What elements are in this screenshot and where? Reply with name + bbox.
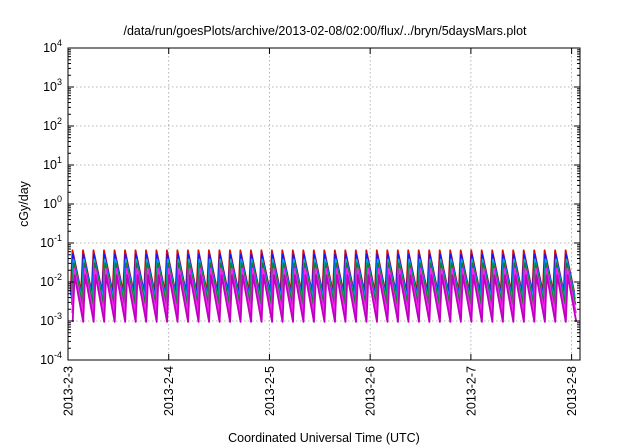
y-tick-label: 103: [43, 77, 62, 94]
x-tick-label: 2013-2-7: [464, 366, 478, 416]
x-tick-label: 2013-2-4: [162, 366, 176, 416]
y-tick-label: 10-3: [40, 311, 62, 328]
y-tick-label: 102: [43, 116, 62, 133]
x-tick-label: 2013-2-6: [364, 366, 378, 416]
y-tick-label: 100: [43, 194, 62, 211]
y-tick-label: 10-1: [40, 233, 62, 250]
chart-title: /data/run/goesPlots/archive/2013-02-08/0…: [123, 24, 527, 38]
y-tick-label: 104: [43, 38, 62, 55]
x-tick-label: 2013-2-8: [565, 366, 579, 416]
y-tick-label: 101: [43, 155, 62, 172]
y-tick-label: 10-4: [40, 350, 62, 367]
x-axis: 2013-2-3 2013-2-4 2013-2-5 2013-2-6 2013-2-7…: [62, 48, 579, 416]
x-axis-label: Coordinated Universal Time (UTC): [228, 431, 420, 445]
series-line: [71, 274, 578, 323]
x-tick-label: 2013-2-5: [263, 366, 277, 416]
y-axis-label: cGy/day: [17, 180, 31, 227]
y-axis: 10-4 10-3 10-2 10-1 100 101 102 103 104: [40, 38, 580, 367]
series-layer: [69, 249, 578, 323]
y-tick-label: 10-2: [40, 272, 62, 289]
x-tick-label: 2013-2-3: [62, 366, 76, 416]
